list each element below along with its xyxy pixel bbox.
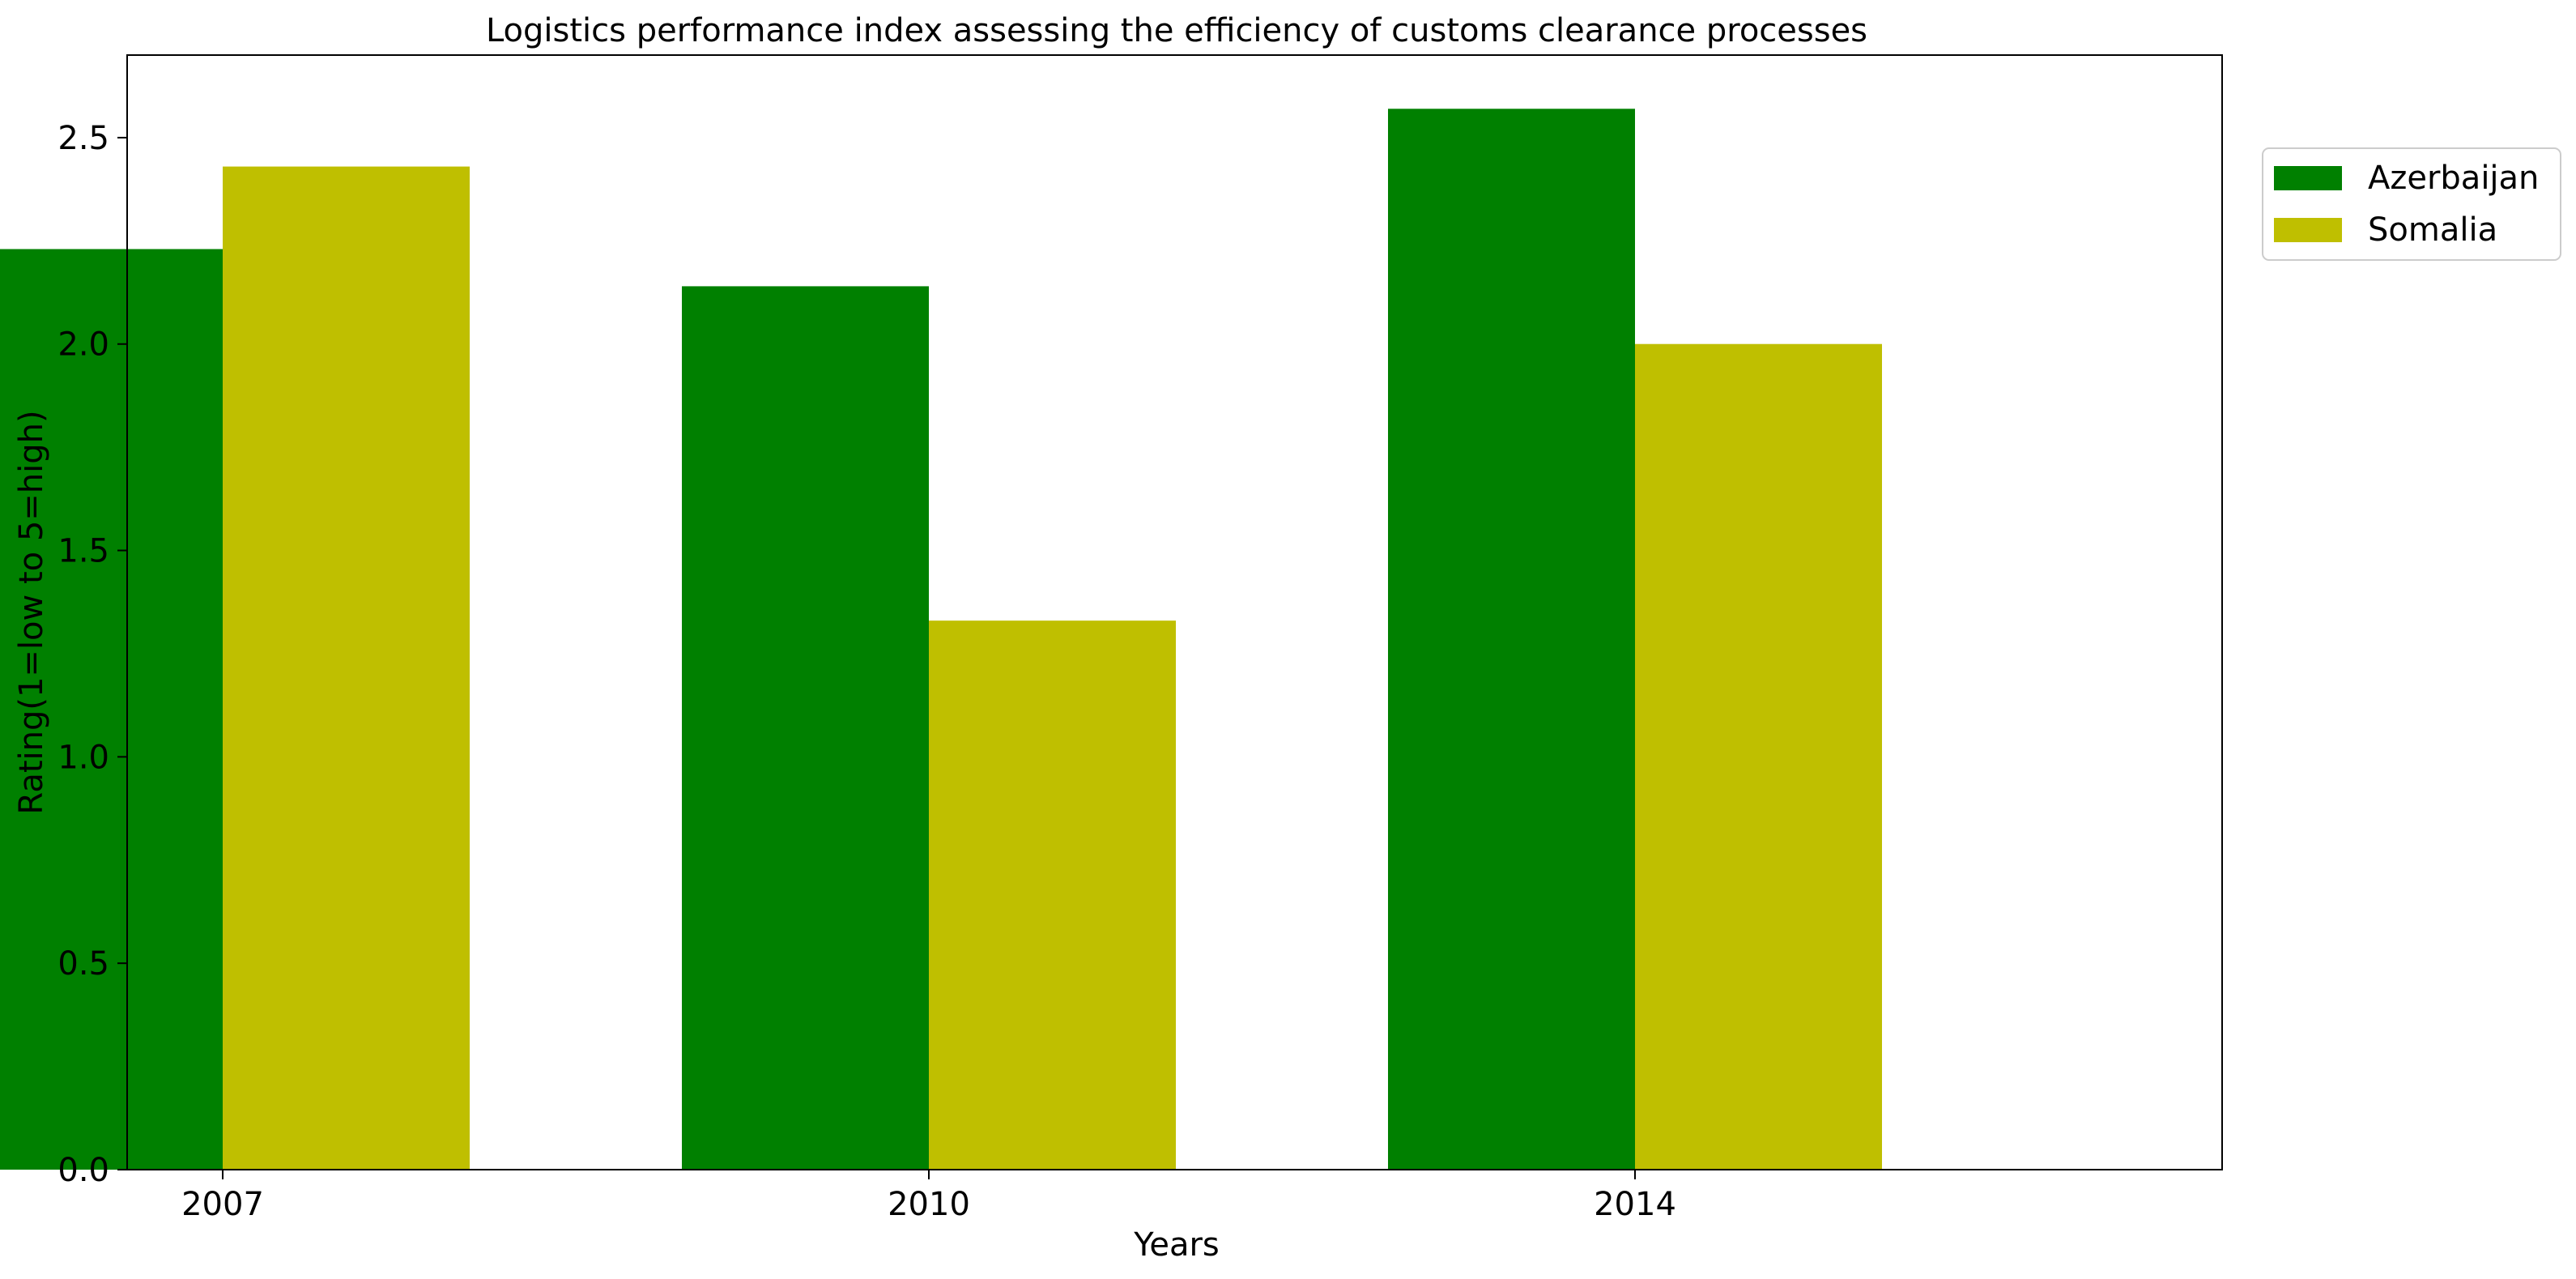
bars-group bbox=[0, 109, 1882, 1170]
bar-azerbaijan-2007 bbox=[0, 249, 223, 1170]
bar-azerbaijan-2014 bbox=[1388, 109, 1635, 1170]
x-axis-title: Years bbox=[1133, 1226, 1220, 1264]
bar-azerbaijan-2010 bbox=[682, 286, 929, 1170]
y-tick-label: 0.0 bbox=[57, 1152, 109, 1189]
chart-title: Logistics performance index assessing th… bbox=[486, 12, 1867, 49]
y-tick-label: 0.5 bbox=[57, 945, 109, 983]
legend-label-azerbaijan: Azerbaijan bbox=[2368, 160, 2539, 197]
y-tick-label: 2.0 bbox=[57, 326, 109, 364]
y-axis: 0.0 0.5 1.0 1.5 2.0 2.5 bbox=[57, 120, 127, 1189]
legend-swatch-somalia bbox=[2274, 218, 2342, 242]
x-tick-label: 2007 bbox=[181, 1186, 264, 1223]
y-tick-label: 1.5 bbox=[57, 533, 109, 570]
legend-label-somalia: Somalia bbox=[2368, 211, 2497, 249]
x-tick-label: 2010 bbox=[888, 1186, 970, 1223]
y-tick-label: 2.5 bbox=[57, 120, 109, 157]
y-tick-label: 1.0 bbox=[57, 739, 109, 776]
plot-area-frame bbox=[126, 54, 2223, 1170]
legend-swatch-azerbaijan bbox=[2274, 166, 2342, 190]
legend: Azerbaijan Somalia bbox=[2262, 147, 2561, 261]
y-axis-title: Rating(1=low to 5=high) bbox=[13, 410, 50, 814]
bar-somalia-2010 bbox=[929, 620, 1176, 1170]
bar-somalia-2007 bbox=[223, 166, 470, 1170]
bar-somalia-2014 bbox=[1635, 343, 1882, 1170]
x-axis: 2007 2010 2014 bbox=[181, 1170, 1676, 1223]
x-tick-label: 2014 bbox=[1594, 1186, 1676, 1223]
